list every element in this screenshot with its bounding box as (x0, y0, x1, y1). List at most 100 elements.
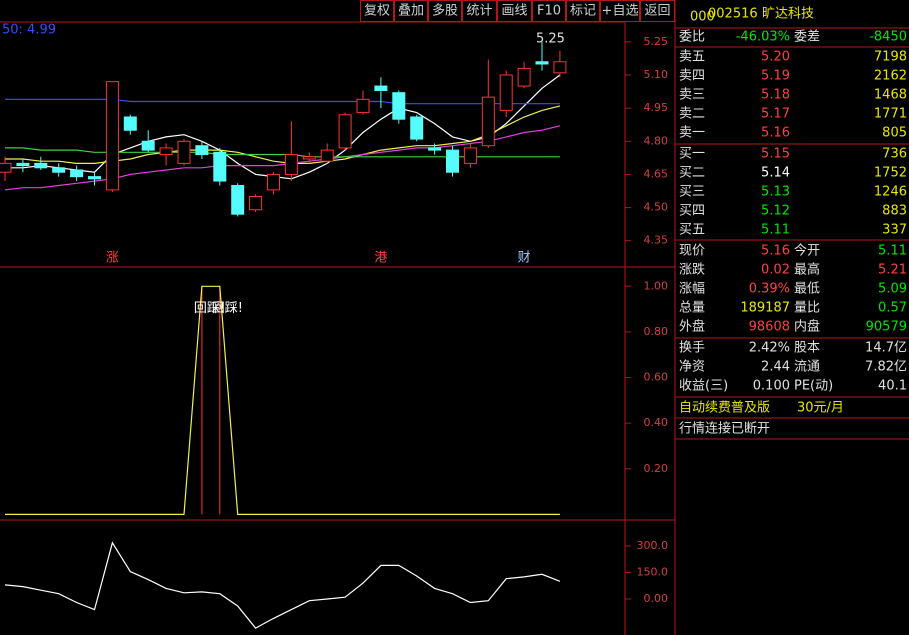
quote-text: 2.44 (761, 360, 790, 375)
quote-text: 买五 (679, 223, 705, 238)
toolbar-label[interactable]: +自选 (602, 4, 639, 19)
y-tick-label: 0.80 (644, 325, 669, 338)
event-marker: 港 (374, 251, 387, 266)
toolbar-button[interactable] (462, 0, 497, 22)
quote-text: 委差 (794, 30, 820, 45)
quote-text: 98608 (749, 320, 790, 335)
quote-text: 总量 (679, 301, 705, 316)
quote-text: 自动续费普及版 (679, 401, 770, 416)
candle-body (267, 173, 280, 191)
quote-text: 0.02 (761, 263, 790, 278)
quote-text: 5.16 (761, 244, 790, 259)
event-marker: 涨 (106, 251, 119, 266)
y-tick-label: 300.0 (637, 539, 669, 552)
y-tick-label: 4.95 (644, 101, 669, 114)
toolbar-label[interactable]: 多股 (432, 3, 458, 19)
candle-body (374, 85, 388, 91)
quote-text: 收益(三) (679, 379, 728, 394)
candle-body (499, 74, 513, 111)
candle-body (410, 116, 424, 140)
quote-text: 卖四 (679, 69, 705, 84)
candle-body (159, 147, 173, 156)
y-tick-label: 150.0 (637, 565, 669, 578)
quote-text: 1246 (874, 185, 907, 200)
toolbar-label[interactable]: 画线 (501, 4, 527, 19)
event-marker: 财 (518, 251, 531, 266)
line (5, 285, 560, 515)
toolbar-label[interactable]: 复权 (364, 3, 390, 19)
candle-body (213, 151, 227, 182)
quote-text: 旷达科技 (762, 7, 814, 22)
toolbar-label[interactable]: 统计 (466, 4, 492, 19)
quote-text: 5.09 (878, 282, 907, 297)
quote-text: 5.11 (878, 244, 907, 259)
quote-text: PE(动) (794, 379, 833, 394)
quote-text: 5.13 (761, 185, 790, 200)
toolbar-button[interactable] (428, 0, 462, 22)
y-tick-label: 4.35 (644, 234, 669, 247)
toolbar-button[interactable] (394, 0, 428, 22)
quote-text: 5.17 (761, 107, 790, 122)
candle-body (105, 81, 119, 191)
quote-text: 90579 (866, 320, 907, 335)
quote-text: 买二 (679, 166, 705, 181)
quote-text: 最低 (794, 282, 820, 297)
signal-label: 回踩! (194, 301, 225, 316)
toolbar-button[interactable] (600, 0, 640, 22)
candle-body (177, 140, 191, 164)
toolbar-button[interactable] (497, 0, 532, 22)
quote-text: 行情连接已断开 (679, 421, 770, 437)
candle-body (517, 67, 531, 87)
quote-text: 7.82亿 (865, 360, 907, 375)
quote-text: 5.18 (761, 88, 790, 103)
candle-body (553, 61, 567, 74)
candle-body (446, 149, 459, 173)
line (4, 125, 561, 191)
quote-text: 40.1 (878, 379, 907, 394)
quote-text: 5.20 (761, 50, 790, 65)
toolbar-button[interactable] (532, 0, 566, 22)
quote-text: 5.21 (878, 263, 907, 278)
quote-text: -46.03% (736, 30, 790, 45)
candle-body (70, 169, 84, 178)
line (4, 541, 561, 629)
quote-text: 189187 (740, 301, 790, 316)
candle-body (34, 162, 48, 169)
y-tick-label: 4.80 (644, 134, 669, 147)
toolbar-label[interactable]: 标记 (570, 4, 596, 19)
line (5, 74, 561, 180)
candle-body (481, 96, 495, 147)
quote-text: 卖三 (679, 88, 705, 103)
candle-body (52, 167, 66, 173)
toolbar-button[interactable] (360, 0, 394, 22)
candle-body (16, 162, 30, 167)
candle-body (0, 162, 12, 173)
quote-text: 量比 (794, 301, 820, 316)
candle-body (195, 145, 209, 156)
toolbar-label[interactable]: F10 (537, 4, 561, 19)
candle-body (88, 176, 101, 180)
toolbar-label[interactable]: 返回 (644, 4, 670, 19)
quote-text: 5.12 (761, 204, 790, 219)
candle-body (284, 154, 298, 175)
quote-text: -8450 (869, 30, 907, 45)
toolbar-button[interactable] (640, 0, 675, 22)
quote-text: 买一 (679, 147, 705, 162)
quote-text: 7198 (874, 50, 907, 65)
quote-text: 现价 (679, 244, 705, 259)
quote-text: 0.100 (753, 379, 790, 394)
y-tick-label: 0.00 (644, 592, 669, 605)
quote-text: 委比 (679, 30, 705, 45)
quote-text: 30元/月 (797, 401, 844, 416)
quote-text: 卖一 (679, 126, 705, 141)
toolbar-button[interactable] (566, 0, 600, 22)
y-tick-label: 4.50 (644, 201, 669, 214)
y-tick-label: 0.40 (644, 416, 669, 429)
quote-text: 14.7亿 (865, 341, 907, 356)
toolbar-label[interactable]: 叠加 (398, 4, 424, 19)
quote-text: 买四 (679, 204, 705, 219)
line (5, 98, 560, 105)
quote-text: 换手 (679, 341, 705, 356)
